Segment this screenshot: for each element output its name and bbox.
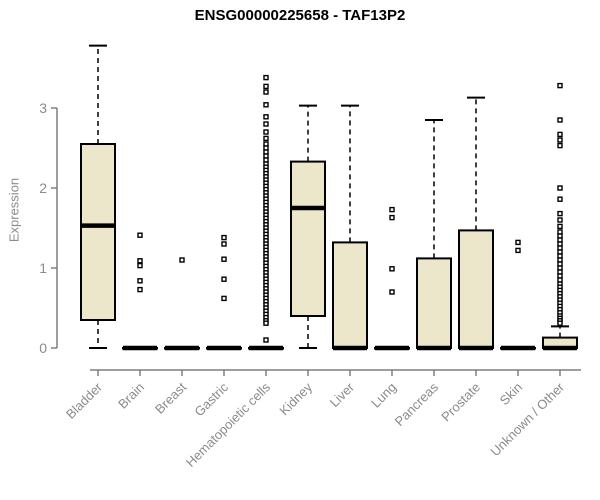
box-rect [80,143,116,321]
box-group [542,82,578,351]
x-category-label: Brain [115,380,147,412]
y-tick-label: 3 [39,100,47,116]
outlier-point [221,256,227,262]
outlier-point [557,320,563,326]
x-category-label: Skin [497,380,525,408]
outlier-point [557,117,563,123]
y-tick-label: 1 [39,260,47,276]
outlier-point [263,74,269,81]
outlier-point [263,135,269,142]
x-category-label: Pancreas [392,379,442,429]
outlier-point [263,89,269,95]
outlier-point [137,278,143,284]
outlier-point [557,210,563,217]
y-tick-label: 0 [39,340,47,356]
box-group [80,44,116,349]
outlier-point [263,337,269,343]
outlier-point [263,121,269,127]
chart-title: ENSG00000225658 - TAF13P2 [194,7,406,24]
box-group [164,257,200,351]
outlier-point [389,266,395,272]
box-rect [416,257,452,349]
box-group [206,234,242,351]
box-rect [290,160,326,317]
x-category-label: Gastric [191,379,231,419]
outlier-point [221,295,227,302]
outlier-point [263,114,269,120]
outlier-point [557,217,563,223]
box-group [416,119,452,351]
outlier-point [179,257,185,263]
box-group [374,206,410,351]
outlier-point [557,142,563,149]
outlier-point [515,247,521,254]
outlier-point [557,82,563,89]
x-category-label: Breast [152,379,189,416]
outlier-point [221,234,227,241]
outlier-point [557,185,563,191]
box-group [122,232,158,351]
outlier-point [221,276,227,282]
outlier-point [137,258,143,264]
outlier-point [137,232,143,238]
x-category-label: Prostate [438,380,483,425]
box-group [458,96,494,351]
x-category-label: Bladder [63,379,106,422]
box-rect [332,241,368,349]
outlier-point [137,262,143,269]
outlier-point [263,102,269,108]
x-category-label: Lung [368,380,399,411]
outlier-point [557,223,563,230]
box-group [290,104,326,349]
box-group [500,239,536,351]
outlier-point [263,320,269,326]
outlier-point [263,129,269,135]
box-group [332,104,368,351]
outlier-point [389,214,395,221]
outlier-point [221,241,227,247]
box-group [248,74,284,351]
outlier-point [389,206,395,213]
outlier-point [557,196,563,202]
outlier-point [557,137,563,143]
outlier-point [263,83,269,90]
outlier-point [137,286,143,293]
outlier-point [515,239,521,246]
x-category-label: Kidney [276,379,315,418]
box-rect [458,229,494,349]
outlier-point [557,131,563,138]
outlier-point [389,289,395,295]
y-tick-label: 2 [39,180,47,196]
x-category-label: Unknown / Other [488,379,568,459]
x-category-label: Liver [327,379,358,410]
